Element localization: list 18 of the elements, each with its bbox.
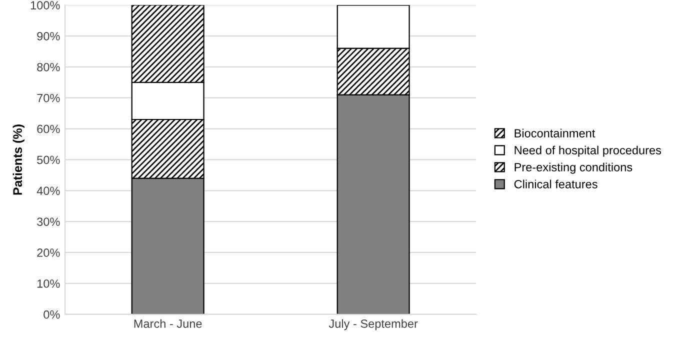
x-tick-label: July - September [328,319,418,330]
y-tick-label: 60% [37,124,60,134]
y-tick-label: 0% [44,310,60,319]
legend-label: Pre-existing conditions [514,162,632,174]
y-tick-label: 10% [37,279,60,288]
y-tick-label: 100% [30,1,60,10]
y-axis-title: Patients (%) [12,124,24,195]
y-tick-label: 90% [37,32,60,40]
y-tick-label: 50% [37,156,60,164]
y-tick-label: 70% [37,94,60,102]
x-tick-label: March - June [134,319,202,328]
y-tick-label: 80% [37,62,60,72]
y-tick-label: 40% [36,186,60,196]
y-tick-label: 30% [37,218,60,226]
y-tick-label: 20% [37,248,60,257]
legend-label: Need of hospital procedures [514,146,662,157]
legend-label: Biocontainment [514,128,596,138]
legend-label: Clinical features [514,180,598,188]
